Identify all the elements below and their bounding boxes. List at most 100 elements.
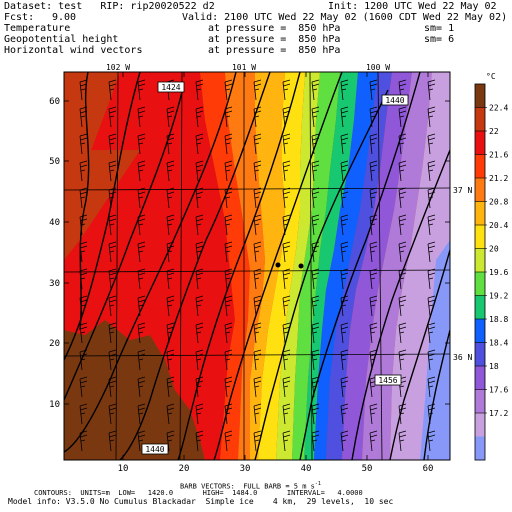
- colorbar-label: 19.2: [489, 292, 508, 301]
- wind-barb: [137, 79, 146, 101]
- colorbar-swatch: [475, 107, 485, 132]
- colorbar-swatch: [475, 295, 485, 320]
- x-tick-label: 10: [118, 464, 129, 474]
- wind-barb: [253, 268, 262, 290]
- wind-barb: [369, 403, 378, 425]
- lon-label: 100 W: [366, 63, 390, 72]
- wind-barb: [253, 430, 262, 452]
- wind-barb: [195, 187, 204, 209]
- wind-barb: [195, 295, 204, 317]
- wind-barb: [108, 241, 117, 263]
- colorbar-swatch: [475, 319, 485, 343]
- wind-barb: [369, 430, 378, 452]
- wind-barb: [282, 322, 291, 344]
- wind-barb: [137, 430, 146, 452]
- height-contour: [64, 72, 141, 361]
- wind-barb: [195, 160, 204, 182]
- grid-line: [179, 72, 183, 460]
- svg-text:1456: 1456: [378, 376, 397, 385]
- wind-barb: [79, 376, 88, 398]
- wind-barb: [427, 241, 436, 263]
- wind-barb: [253, 376, 262, 398]
- wind-barb: [166, 160, 175, 182]
- wind-barb: [137, 241, 146, 263]
- lon-label: 102 W: [106, 63, 130, 72]
- wind-barb: [398, 106, 407, 128]
- x-tick-label: 30: [240, 464, 251, 474]
- wind-barb: [137, 187, 146, 209]
- wind-barb: [195, 376, 204, 398]
- colorbar-swatch: [475, 84, 485, 108]
- wind-barb: [108, 430, 117, 452]
- colorbar-swatch: [475, 272, 485, 296]
- height-contour: [79, 72, 90, 331]
- wind-barb: [137, 322, 146, 344]
- wind-barb: [253, 79, 262, 101]
- wind-barb: [108, 187, 117, 209]
- y-tick-label: 50: [49, 157, 60, 167]
- wind-barb: [195, 349, 204, 371]
- barb-legend-exponent: -1: [314, 481, 321, 487]
- height-contour: [213, 72, 343, 460]
- wind-barb: [79, 214, 88, 236]
- wind-barb: [108, 79, 117, 101]
- wind-barb: [282, 187, 291, 209]
- wind-barb: [137, 106, 146, 128]
- wind-barb: [282, 241, 291, 263]
- wind-barb: [282, 430, 291, 452]
- grid-line: [377, 72, 383, 460]
- wind-barb: [369, 295, 378, 317]
- wind-barb: [166, 133, 175, 155]
- wind-barb: [427, 322, 436, 344]
- wind-barb: [311, 295, 320, 317]
- temperature-band: [362, 72, 432, 460]
- wind-barb: [79, 79, 88, 101]
- temperature-band: [64, 72, 120, 200]
- field-pressure-wind: at pressure = 850 hPa: [208, 45, 341, 56]
- wind-barb: [311, 160, 320, 182]
- temperature-band: [64, 320, 205, 460]
- temperature-band: [304, 72, 358, 460]
- wind-barb: [253, 322, 262, 344]
- colorbar-label: 20.8: [489, 198, 508, 207]
- wind-barb: [427, 376, 436, 398]
- wind-barb: [311, 133, 320, 155]
- wind-barb: [224, 214, 233, 236]
- wind-barb: [427, 106, 436, 128]
- wind-barb: [311, 241, 320, 263]
- wind-barb: [340, 403, 349, 425]
- wind-barb: [108, 268, 117, 290]
- wind-barb: [166, 241, 175, 263]
- lon-label: 101 W: [232, 63, 256, 72]
- wind-barb: [166, 322, 175, 344]
- wind-barb: [282, 133, 291, 155]
- wind-barb: [224, 187, 233, 209]
- wind-barb: [340, 187, 349, 209]
- height-contour: [351, 149, 450, 460]
- wind-barb: [340, 160, 349, 182]
- wind-barb: [282, 268, 291, 290]
- y-tick-label: 30: [49, 279, 60, 289]
- station-dot: [298, 263, 304, 269]
- wind-barb: [224, 322, 233, 344]
- wind-barb: [340, 133, 349, 155]
- svg-text:1440: 1440: [385, 96, 404, 105]
- lat-label: 36 N: [453, 353, 472, 362]
- wind-barb: [79, 160, 88, 182]
- wind-barb: [79, 403, 88, 425]
- wind-barb: [427, 187, 436, 209]
- wind-barb: [224, 160, 233, 182]
- wind-barb: [398, 268, 407, 290]
- colorbar-label: 21.2: [489, 174, 508, 183]
- wind-barb: [137, 268, 146, 290]
- wind-barb: [224, 241, 233, 263]
- wind-barb: [79, 349, 88, 371]
- height-contour: [177, 72, 301, 460]
- valid-line: Valid: 2100 UTC Wed 22 May 02 (1600 CDT …: [182, 12, 508, 23]
- colorbar-label: 18.4: [489, 339, 508, 348]
- model-info: Model info: V3.5.0 No Cumulus Blackadar …: [8, 497, 394, 506]
- wind-barb: [108, 403, 117, 425]
- wind-barb: [108, 295, 117, 317]
- wind-barb: [282, 79, 291, 101]
- wind-barb: [398, 430, 407, 452]
